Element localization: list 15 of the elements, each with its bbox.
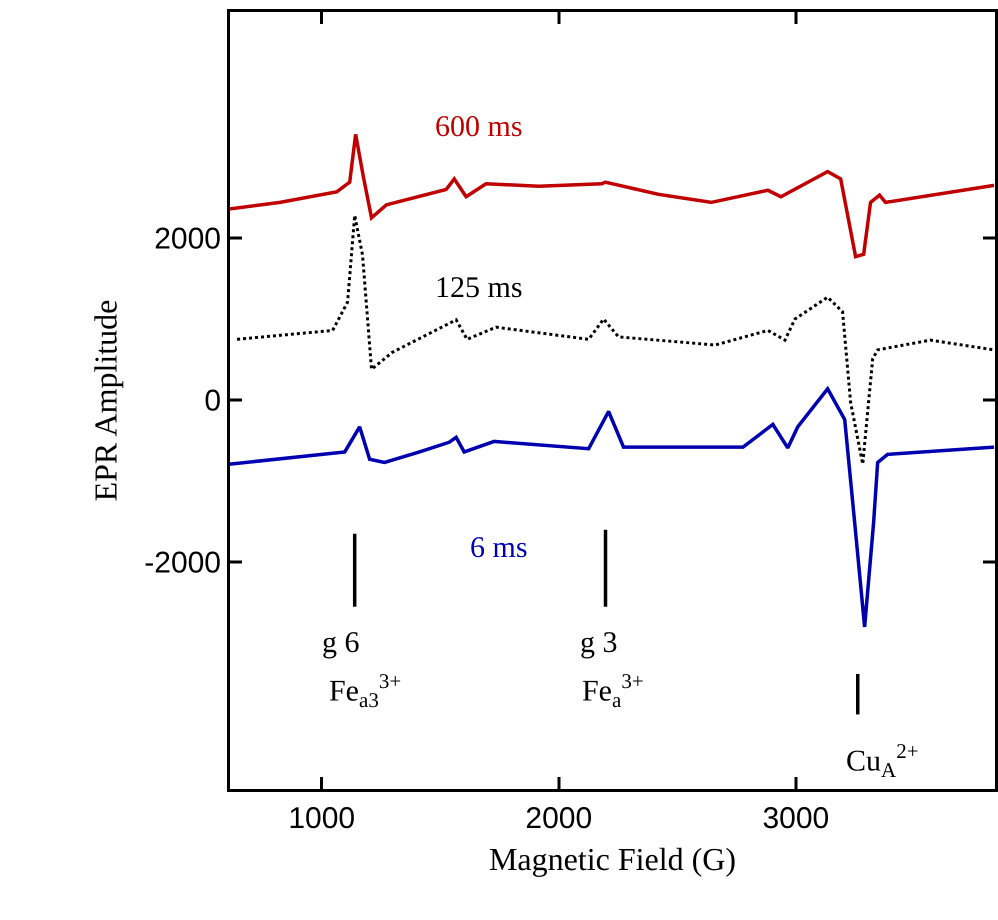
y-axis-title: EPR Amplitude <box>88 300 124 502</box>
y-tick-label: -2000 <box>144 546 221 580</box>
text: 6 ms <box>470 531 528 564</box>
annotation: g 3 <box>580 626 618 659</box>
y-tick-label: 0 <box>204 384 221 418</box>
y-tick-label: 2000 <box>154 222 221 256</box>
x-tick-label: 3000 <box>762 802 830 835</box>
series-label: 125 ms <box>435 271 523 304</box>
series-label: 600 ms <box>435 110 523 143</box>
line-series <box>230 387 995 629</box>
x-tick-label: 1000 <box>288 802 356 835</box>
line-series <box>236 214 995 466</box>
annotation: g 6 <box>322 626 360 659</box>
x-axis-title: Magnetic Field (G) <box>488 840 736 877</box>
x-tick-label: 2000 <box>525 802 592 835</box>
